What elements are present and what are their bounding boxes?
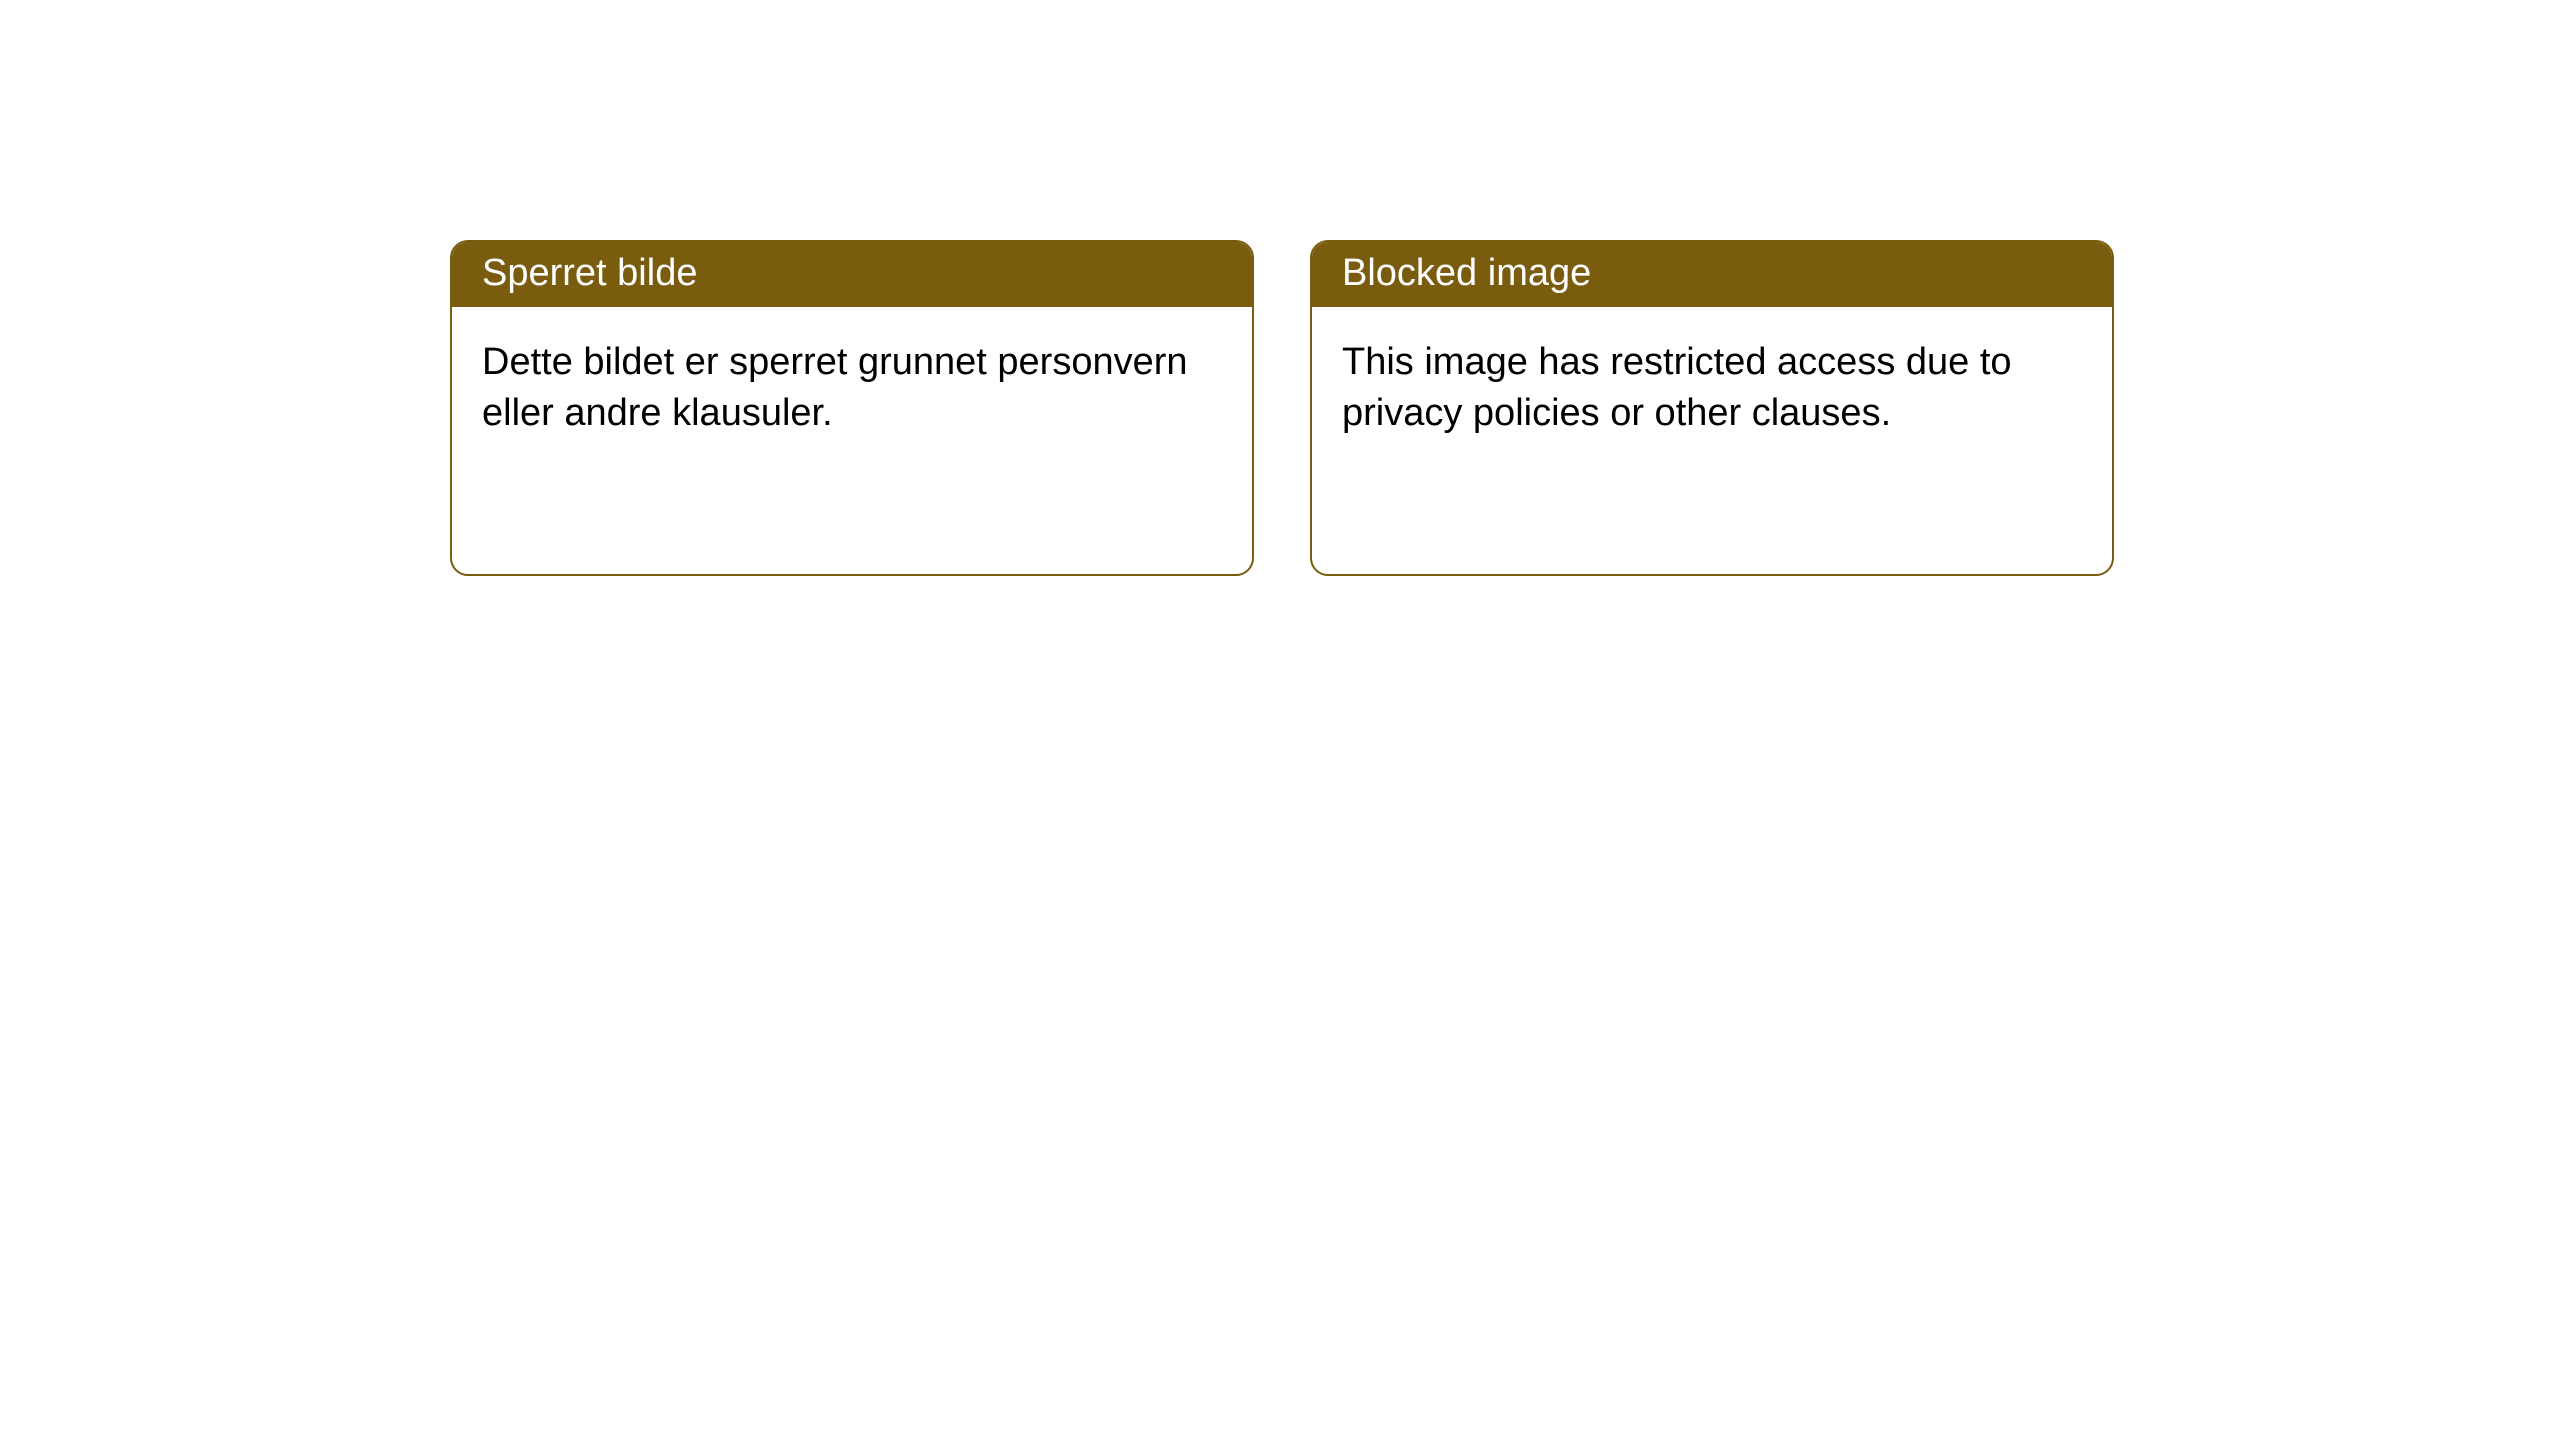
card-title-en: Blocked image xyxy=(1312,242,2112,307)
blocked-image-card-en: Blocked image This image has restricted … xyxy=(1310,240,2114,576)
card-body-en: This image has restricted access due to … xyxy=(1312,307,2112,470)
card-body-no: Dette bildet er sperret grunnet personve… xyxy=(452,307,1252,470)
blocked-image-card-no: Sperret bilde Dette bildet er sperret gr… xyxy=(450,240,1254,576)
notice-container: Sperret bilde Dette bildet er sperret gr… xyxy=(0,0,2560,576)
card-title-no: Sperret bilde xyxy=(452,242,1252,307)
